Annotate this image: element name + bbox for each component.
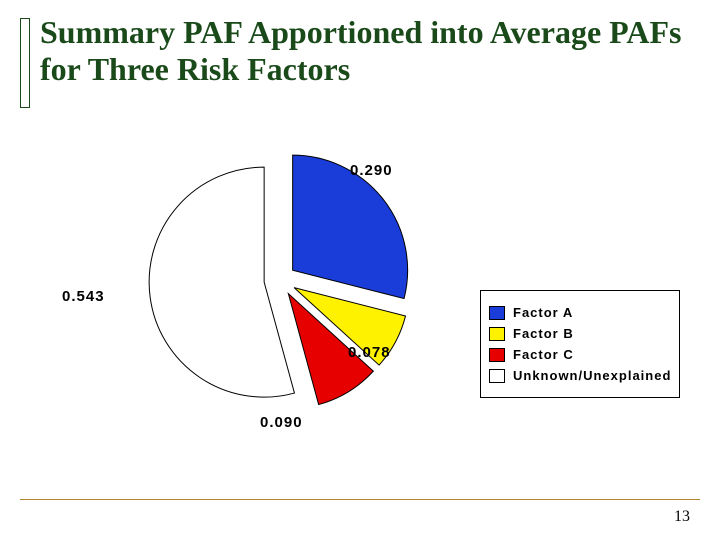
- legend-label-unknown: Unknown/Unexplained: [513, 368, 671, 383]
- legend-swatch-factor-a: [489, 306, 505, 320]
- page-number: 13: [674, 508, 690, 526]
- paf-pie-chart: [80, 120, 460, 460]
- legend-swatch-factor-c: [489, 348, 505, 362]
- title-accent-bar: [20, 18, 30, 108]
- pie-slice-unknown: [149, 167, 294, 397]
- legend-item-factor-a: Factor A: [489, 305, 671, 320]
- chart-area: 0.290 0.078 0.090 0.543 Factor A Factor …: [0, 120, 720, 460]
- legend-item-factor-c: Factor C: [489, 347, 671, 362]
- legend-label-factor-c: Factor C: [513, 347, 574, 362]
- legend-label-factor-a: Factor A: [513, 305, 573, 320]
- slide: Summary PAF Apportioned into Average PAF…: [0, 0, 720, 540]
- slice-label-factor-a: 0.290: [350, 162, 393, 179]
- slide-title: Summary PAF Apportioned into Average PAF…: [40, 14, 690, 88]
- legend-swatch-unknown: [489, 369, 505, 383]
- legend-item-factor-b: Factor B: [489, 326, 671, 341]
- slice-label-factor-b: 0.078: [348, 344, 391, 361]
- slice-label-factor-c: 0.090: [260, 414, 303, 431]
- legend-label-factor-b: Factor B: [513, 326, 574, 341]
- footer-rule: [20, 499, 700, 500]
- legend-item-unknown: Unknown/Unexplained: [489, 368, 671, 383]
- legend: Factor A Factor B Factor C Unknown/Unexp…: [480, 290, 680, 398]
- slice-label-unknown: 0.543: [62, 288, 105, 305]
- legend-swatch-factor-b: [489, 327, 505, 341]
